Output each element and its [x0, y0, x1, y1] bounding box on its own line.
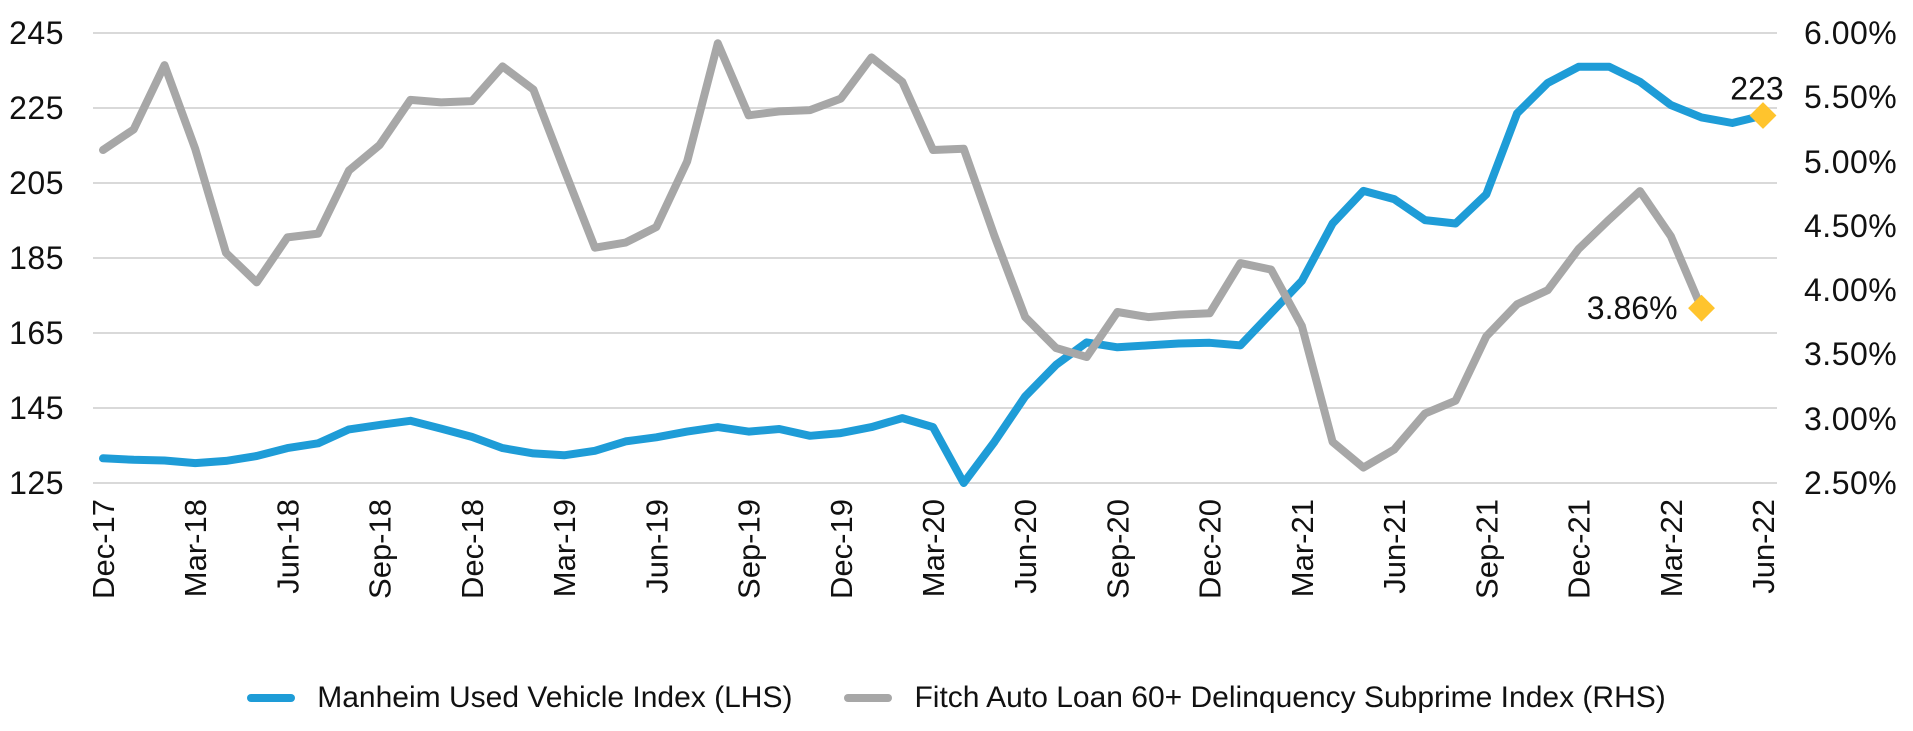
right-axis-tick: 5.50% [1804, 79, 1898, 116]
left-axis-tick: 205 [9, 165, 64, 201]
legend-label: Manheim Used Vehicle Index (LHS) [317, 681, 793, 714]
x-axis-tick: Jun-19 [639, 499, 674, 594]
left-axis-tick: 185 [9, 240, 64, 276]
legend-swatch-blue [247, 694, 296, 702]
chart-legend: Manheim Used Vehicle Index (LHS) Fitch A… [0, 676, 1913, 720]
right-axis-tick: 3.00% [1804, 400, 1898, 437]
right-axis-tick: 5.00% [1804, 143, 1898, 180]
x-axis-tick: Mar-20 [916, 499, 951, 597]
x-axis-tick: Sep-20 [1100, 499, 1135, 599]
left-axis-tick: 165 [9, 315, 64, 351]
x-axis-tick: Mar-21 [1285, 499, 1320, 597]
right-axis-tick: 3.50% [1804, 336, 1898, 373]
fitch-delinquency-line [99, 39, 1706, 472]
x-axis-tick: Sep-21 [1469, 499, 1504, 599]
legend-item-manheim: Manheim Used Vehicle Index (LHS) [247, 681, 792, 715]
x-axis-tick: Mar-19 [547, 499, 582, 597]
left-axis-tick: 125 [9, 465, 64, 501]
x-axis-tick: Mar-18 [178, 499, 213, 597]
x-axis-tick: Dec-17 [86, 499, 121, 599]
legend-swatch-gray [844, 694, 893, 702]
x-axis-tick: Dec-20 [1193, 499, 1228, 599]
fitch-end-marker [1688, 294, 1715, 322]
manheim-end-value-label: 223 [1730, 71, 1783, 107]
x-axis-tick: Jun-21 [1377, 499, 1412, 594]
x-axis-tick: Sep-18 [363, 499, 398, 599]
right-axis-tick: 2.50% [1804, 465, 1898, 501]
left-axis-tick: 245 [9, 15, 64, 51]
fitch-end-value-label: 3.86% [1587, 290, 1678, 326]
x-axis-tick: Dec-18 [455, 499, 490, 599]
right-axis-tick: 6.00% [1804, 15, 1898, 51]
x-axis-tick: Dec-19 [824, 499, 859, 599]
left-axis-tick: 225 [9, 90, 64, 126]
x-axis-tick: Jun-22 [1746, 499, 1781, 594]
left-axis-tick: 145 [9, 390, 64, 426]
right-axis-tick: 4.00% [1804, 272, 1898, 309]
legend-label: Fitch Auto Loan 60+ Delinquency Subprime… [914, 681, 1666, 714]
x-axis-tick: Dec-21 [1562, 499, 1597, 599]
x-axis-tick: Jun-20 [1008, 499, 1043, 594]
right-axis-tick: 4.50% [1804, 207, 1898, 244]
legend-item-fitch: Fitch Auto Loan 60+ Delinquency Subprime… [844, 681, 1666, 715]
x-axis-tick: Sep-19 [732, 499, 767, 599]
x-axis-tick: Mar-22 [1654, 499, 1689, 597]
manheim-index-line [99, 62, 1767, 487]
x-axis-tick: Jun-18 [270, 499, 305, 594]
